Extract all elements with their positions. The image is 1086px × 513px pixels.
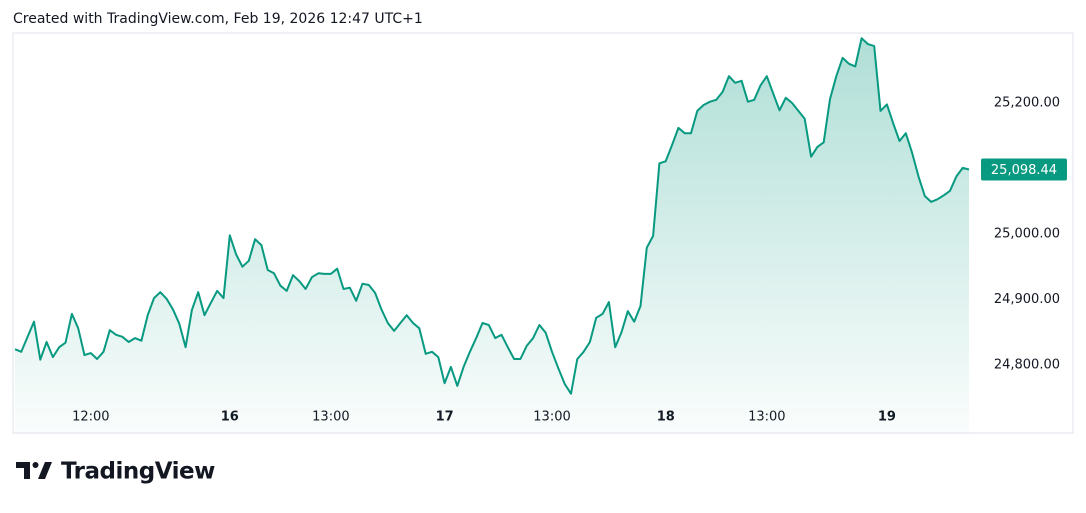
y-tick-label: 24,800.00 xyxy=(994,357,1060,372)
y-tick-label: 25,000.00 xyxy=(994,226,1060,241)
brand-logo: TradingView xyxy=(16,459,216,485)
brand-name: TradingView xyxy=(61,459,215,485)
y-tick-label: 24,900.00 xyxy=(994,292,1060,307)
price-line xyxy=(14,37,970,395)
price-tag xyxy=(981,158,1067,181)
y-tick-label: 25,200.00 xyxy=(994,96,1060,111)
plot: 24,800.0024,900.0025,000.0025,200.0012:0… xyxy=(14,37,1067,433)
area-fill xyxy=(15,38,969,433)
price-tag-label: 25,098.44 xyxy=(991,163,1057,178)
header-text: Created with TradingView.com, Feb 19, 20… xyxy=(13,11,423,27)
